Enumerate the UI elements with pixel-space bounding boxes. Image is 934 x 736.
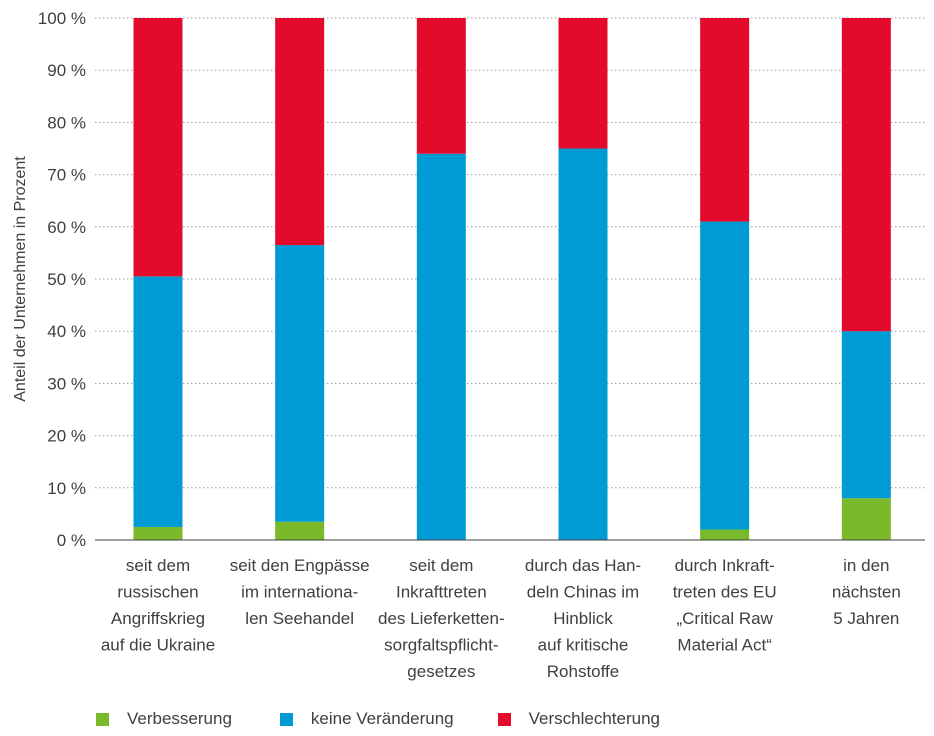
legend: Verbesserung keine Veränderung Verschlec… xyxy=(96,709,660,729)
legend-label-keine-veraenderung: keine Veränderung xyxy=(310,709,454,728)
bar-segment-keine-veranderung xyxy=(558,148,608,540)
bar-segment-verbesserung xyxy=(700,529,750,540)
y-axis-title: Anteil der Unternehmen in Prozent xyxy=(12,156,29,402)
bar-segment-verschlechterung xyxy=(416,18,466,154)
legend-item-verbesserung: Verbesserung xyxy=(96,709,232,729)
x-category-label: Material Act“ xyxy=(677,636,772,655)
y-axis-ticks: 0 % 10 % 20 % 30 % 40 % 50 % 60 % 70 % 80 % 90 % 1… xyxy=(38,9,86,550)
bar-segment-keine-veranderung xyxy=(416,153,466,540)
legend-swatch-keine-veraenderung xyxy=(279,712,293,726)
x-category-label: auf die Ukraine xyxy=(101,636,215,655)
bars xyxy=(133,18,891,540)
legend-swatch-verbesserung xyxy=(96,712,109,726)
y-tick-label: 0 % xyxy=(57,531,86,550)
y-tick-label: 40 % xyxy=(47,322,86,341)
bar-segment-verschlechterung xyxy=(558,18,608,149)
bar-segment-keine-veranderung xyxy=(275,245,325,522)
legend-item-verschlechterung: Verschlechterung xyxy=(497,709,661,729)
x-category-label: Inkrafttreten xyxy=(396,583,487,602)
y-tick-label: 10 % xyxy=(47,479,86,498)
y-tick-label: 20 % xyxy=(47,427,86,446)
legend-swatch-verschlechterung xyxy=(497,712,511,726)
bar-segment-verschlechterung xyxy=(275,18,325,246)
bar-segment-verbesserung xyxy=(275,521,325,540)
bar-segment-verschlechterung xyxy=(133,18,183,277)
x-category-label: deln Chinas im xyxy=(527,583,639,602)
x-category-label: len Seehandel xyxy=(245,609,354,628)
x-category-label: seit dem xyxy=(409,556,473,575)
x-category-label: russischen xyxy=(117,583,198,602)
y-tick-label: 80 % xyxy=(47,113,86,132)
bar-segment-keine-veranderung xyxy=(133,276,183,527)
x-category-label: „Critical Raw xyxy=(676,609,773,628)
x-category-label: treten des EU xyxy=(673,583,777,602)
legend-label-verschlechterung: Verschlechterung xyxy=(528,709,661,728)
bar-segment-verschlechterung xyxy=(700,18,750,222)
bar-segment-keine-veranderung xyxy=(841,331,891,499)
legend-label-verbesserung: Verbesserung xyxy=(127,709,232,728)
y-tick-label: 90 % xyxy=(47,61,86,80)
x-category-label: Angriffskrieg xyxy=(111,609,205,628)
gridlines xyxy=(95,17,925,489)
y-tick-label: 50 % xyxy=(47,270,86,289)
x-category-label: des Lieferketten- xyxy=(378,609,505,628)
x-category-label: Hinblick xyxy=(553,609,613,628)
x-axis-labels: seit dem russischen Angriffskrieg auf die U… xyxy=(101,556,901,681)
bar-segment-keine-veranderung xyxy=(700,221,750,530)
y-tick-label: 30 % xyxy=(47,374,86,393)
x-category-label: nächsten xyxy=(832,583,901,602)
y-tick-label: 60 % xyxy=(47,218,86,237)
x-category-label: seit den Engpässe xyxy=(230,556,370,575)
x-category-label: Rohstoffe xyxy=(547,662,619,681)
x-category-label: im internationa- xyxy=(241,583,358,602)
y-tick-label: 100 % xyxy=(38,9,86,28)
bar-segment-verschlechterung xyxy=(841,18,891,332)
x-category-label: durch das Han- xyxy=(525,556,641,575)
x-category-label: in den xyxy=(843,556,889,575)
x-category-label: auf kritische xyxy=(538,636,629,655)
x-category-label: durch Inkraft- xyxy=(675,556,775,575)
stacked-bar-chart: 0 % 10 % 20 % 30 % 40 % 50 % 60 % 70 % 80 % 90 % 1… xyxy=(12,9,925,681)
bar-segment-verbesserung xyxy=(841,498,891,540)
x-category-label: 5 Jahren xyxy=(833,609,899,628)
x-category-label: sorgfaltspflicht- xyxy=(384,636,498,655)
y-tick-label: 70 % xyxy=(47,166,86,185)
x-category-label: gesetzes xyxy=(407,662,475,681)
x-category-label: seit dem xyxy=(126,556,190,575)
legend-item-keine-veraenderung: keine Veränderung xyxy=(279,709,454,729)
bar-segment-verbesserung xyxy=(133,526,183,540)
